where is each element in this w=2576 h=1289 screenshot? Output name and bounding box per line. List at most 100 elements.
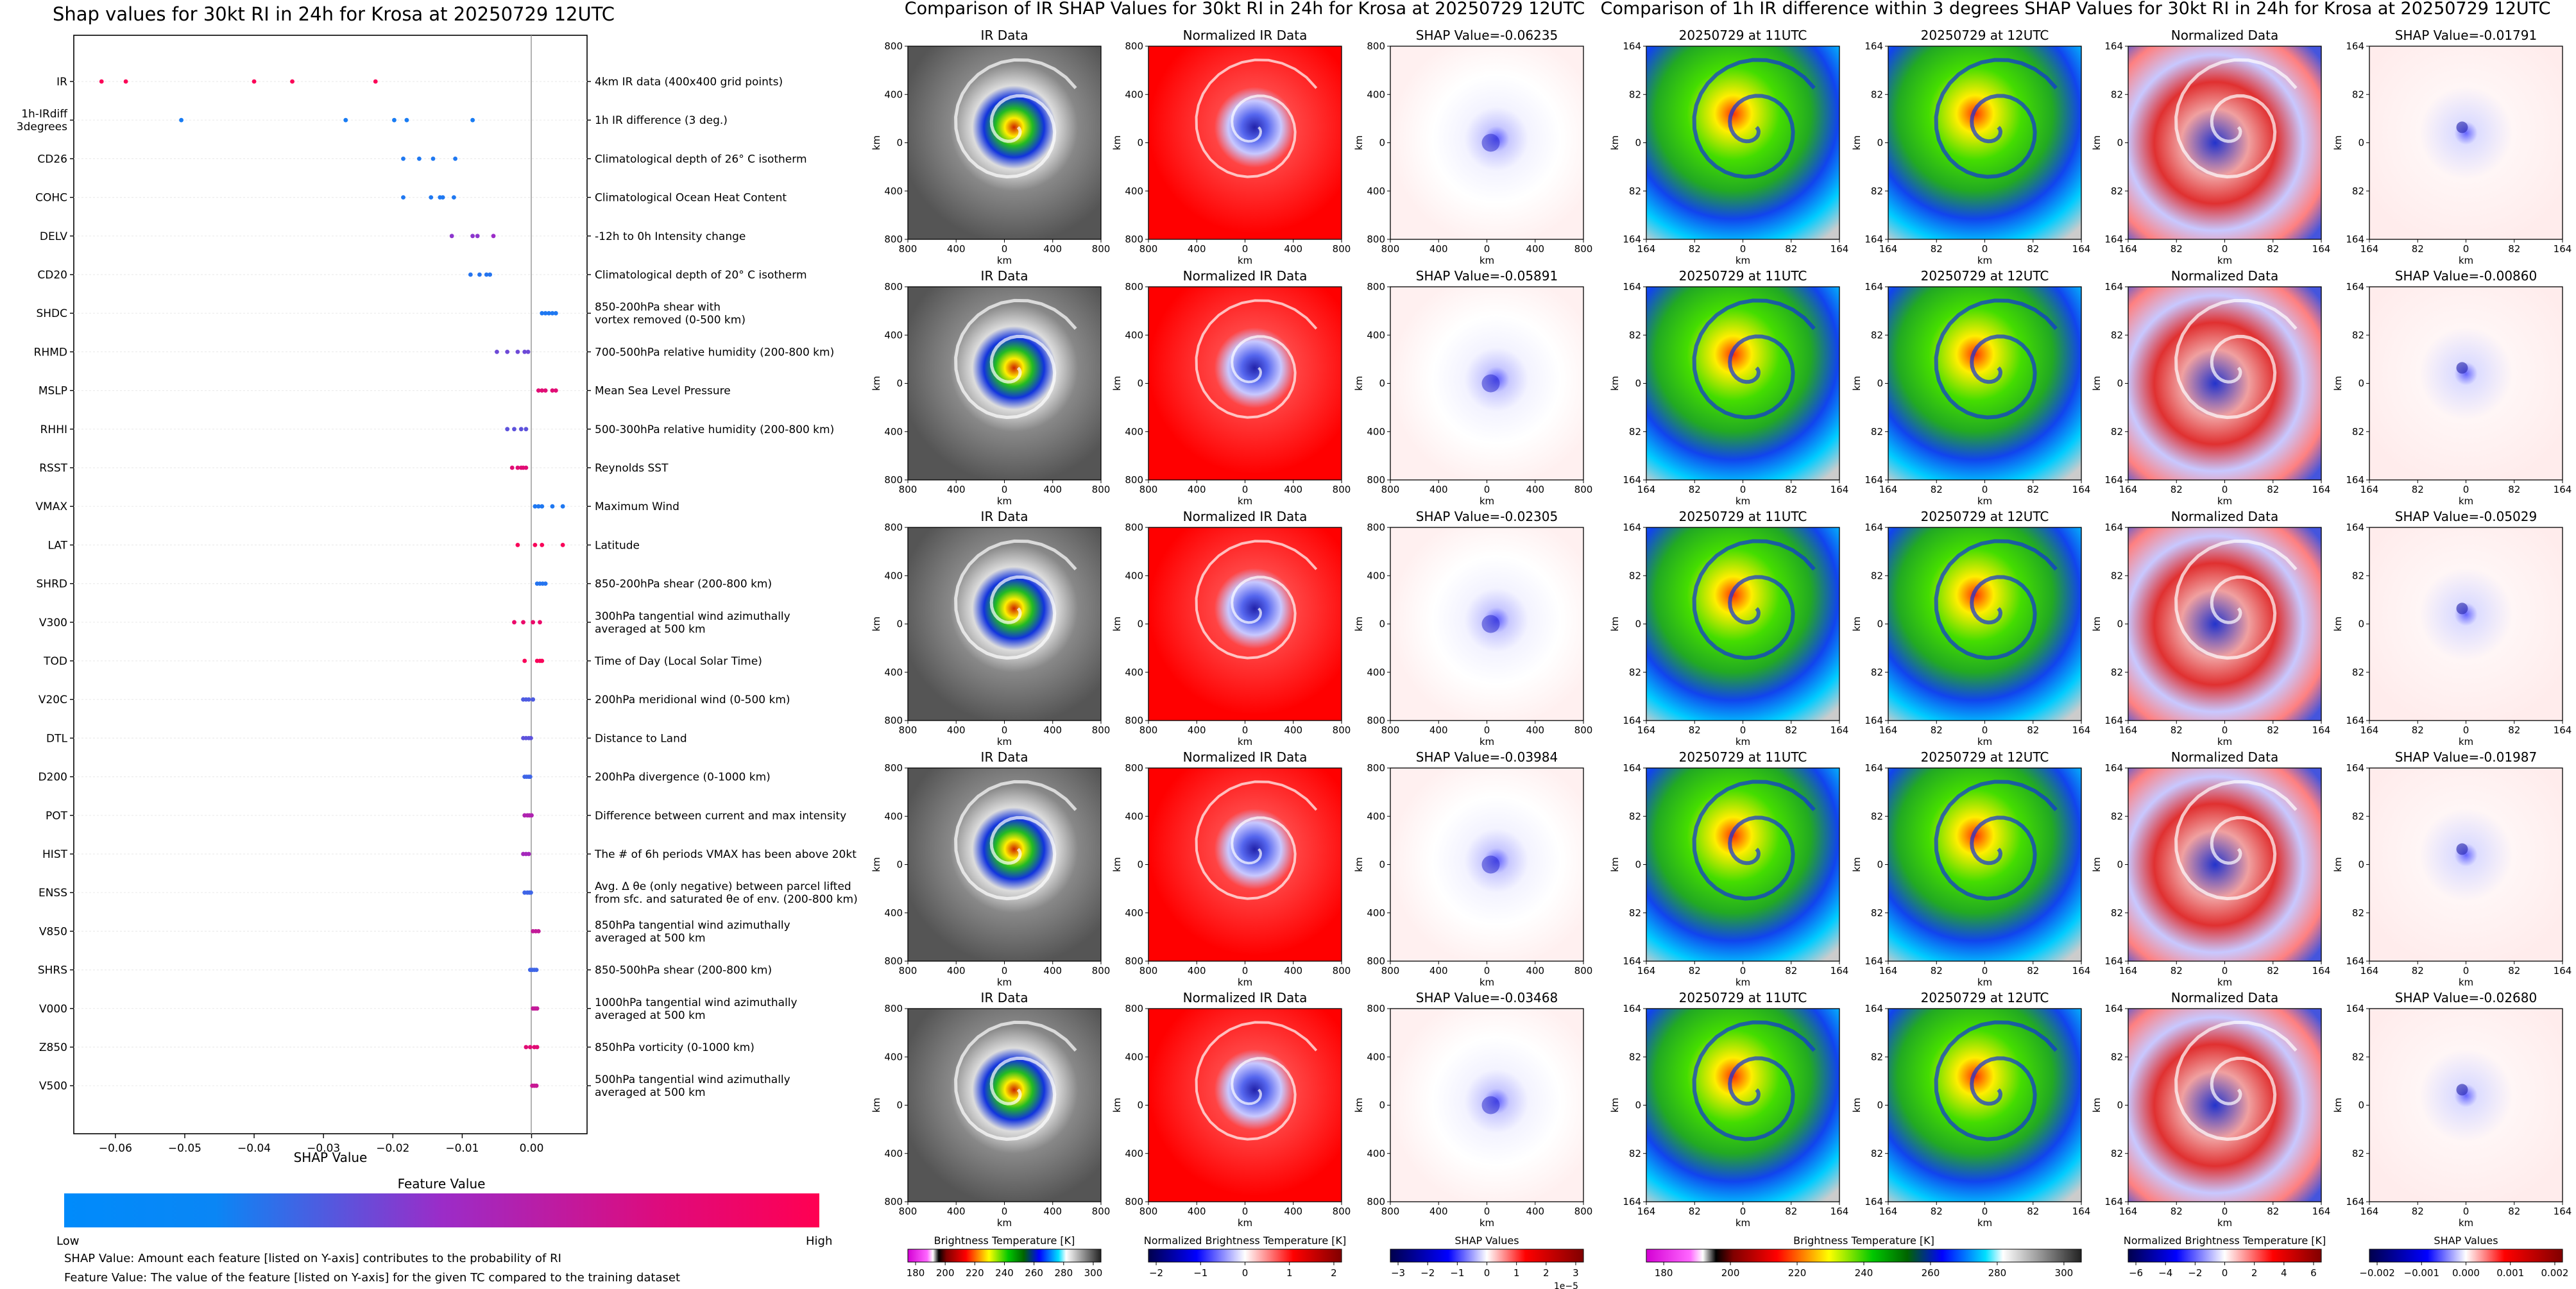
heatmap-panel: 20250729 at 11UTC1641648282008282164164k… [1609, 28, 1848, 266]
xtick-label: 800 [1092, 484, 1111, 495]
xtick-label: 164 [2312, 1206, 2331, 1217]
ytick-label: 400 [1125, 667, 1143, 678]
ytick-label: 800 [1125, 474, 1143, 486]
ytick-label: 164 [1864, 522, 1883, 533]
ytick-label: 800 [884, 522, 903, 533]
feature-description: 500-300hPa relative humidity (200-800 km… [595, 423, 834, 436]
feature-description: Mean Sea Level Pressure [595, 385, 731, 398]
ytick-label: 800 [1125, 715, 1143, 726]
xtick-label: 0 [1002, 965, 1008, 977]
xtick-label: 800 [1574, 724, 1593, 736]
xtick-label: 400 [1043, 965, 1062, 977]
colorbar-label: Brightness Temperature [K] [934, 1234, 1075, 1247]
colorbar-label: Normalized Brightness Temperature [K] [2124, 1234, 2326, 1247]
ytick-label: 82 [2111, 1148, 2123, 1159]
xtick-label: 800 [899, 243, 917, 255]
colorbar-tick-label: 0.002 [2541, 1267, 2568, 1279]
ytick-label: 164 [2346, 762, 2364, 774]
xtick-label: 164 [1830, 1206, 1849, 1217]
xtick-label: 164 [2119, 965, 2138, 977]
ytick-label: 82 [2352, 426, 2364, 438]
xtick-label: 800 [1139, 965, 1158, 977]
ytick-label: 82 [2111, 667, 2123, 678]
ytick-label: 0 [1379, 859, 1385, 871]
xtick-label: 82 [1931, 965, 1943, 977]
panel-xlabel: km [2459, 1217, 2473, 1229]
feature-code-label: LAT [47, 539, 67, 552]
panel-ylabel: km [1609, 1098, 1621, 1113]
xtick-label: 82 [2171, 965, 2183, 977]
xtick-label: 164 [1879, 243, 1898, 255]
ytick-label: 400 [1367, 1148, 1385, 1159]
ytick-label: 0 [2117, 137, 2123, 149]
colorbar-tick-label: 240 [1855, 1267, 1873, 1279]
ytick-label: 400 [1125, 810, 1143, 822]
heatmap-panel: Normalized Data1641648282008282164164kmk… [2091, 28, 2330, 266]
ytick-label: 164 [1623, 762, 1641, 774]
xtick-label: 800 [1574, 1206, 1593, 1217]
xtick-label: 164 [1637, 484, 1656, 495]
ytick-label: 400 [1367, 667, 1385, 678]
xtick-label: 400 [1526, 724, 1544, 736]
feature-value-colorbar [64, 1193, 819, 1227]
heatmap-panel: 20250729 at 11UTC1641648282008282164164k… [1609, 749, 1848, 988]
shap-point [522, 658, 527, 663]
colorbar-label: SHAP Values [2434, 1234, 2498, 1247]
xtick-label: 400 [1526, 965, 1544, 977]
panel-ylabel: km [1353, 617, 1365, 631]
xtick-label: 82 [2171, 243, 2183, 255]
panel-xlabel: km [1977, 736, 1992, 747]
colorbar-tick-label: −0.001 [2404, 1267, 2440, 1279]
ytick-label: 400 [884, 185, 903, 197]
panel-xlabel: km [997, 1217, 1012, 1229]
ytick-label: 82 [1629, 667, 1641, 678]
storm-band [954, 298, 1077, 420]
shap-point [505, 350, 510, 354]
colorbar-gradient [2128, 1249, 2322, 1263]
ytick-label: 164 [2346, 715, 2364, 726]
xtick-label: 0.00 [520, 1142, 544, 1155]
ytick-label: 0 [1635, 859, 1641, 871]
panel-title: Normalized Data [2171, 268, 2279, 284]
xtick-label: 0 [1002, 724, 1008, 736]
feature-description: 500hPa tangential wind azimuthally averag… [595, 1073, 790, 1099]
panel-ylabel: km [1609, 135, 1621, 150]
xtick-label: 164 [1830, 484, 1849, 495]
xtick-label: 164 [2072, 484, 2091, 495]
heatmap-panel: 20250729 at 11UTC1641648282008282164164k… [1609, 268, 1848, 507]
feature-code-label: RSST [39, 462, 67, 475]
panel-ylabel: km [2332, 857, 2344, 872]
ytick-label: 800 [1125, 1196, 1143, 1208]
panel-ylabel: km [1111, 617, 1123, 631]
feature-description: 300hPa tangential wind azimuthally averag… [595, 610, 790, 636]
ytick-label: 400 [1367, 907, 1385, 919]
ytick-label: 164 [2346, 474, 2364, 486]
panel-xlabel: km [1238, 977, 1252, 988]
xtick-label: 0 [2463, 484, 2469, 495]
panel-image [2128, 768, 2321, 961]
ytick-label: 82 [1629, 1148, 1641, 1159]
ytick-label: 164 [1864, 715, 1883, 726]
xtick-label: 164 [1830, 243, 1849, 255]
ytick-label: 82 [1629, 185, 1641, 197]
note-shap: SHAP Value: Amount each feature [listed … [64, 1252, 561, 1265]
xtick-label: 0 [1484, 724, 1490, 736]
feature-code-label: CD26 [37, 153, 67, 166]
shap-point [526, 697, 531, 702]
panel-title: IR Data [981, 509, 1028, 524]
ytick-label: 800 [884, 234, 903, 245]
panel-ylabel: km [871, 857, 882, 872]
panel-title: SHAP Value=-0.02680 [2395, 990, 2537, 1005]
xtick-label: 82 [2412, 965, 2424, 977]
ytick-label: 800 [1367, 955, 1385, 967]
ytick-label: 0 [1877, 1100, 1883, 1111]
xtick-label: 0 [2222, 724, 2228, 736]
ytick-label: 164 [1623, 474, 1641, 486]
colorbar-tick-label: −2 [2188, 1267, 2202, 1279]
ytick-label: 800 [1367, 522, 1385, 533]
panel-image [1888, 46, 2081, 239]
shap-point [515, 543, 520, 547]
panel-image [908, 768, 1101, 961]
